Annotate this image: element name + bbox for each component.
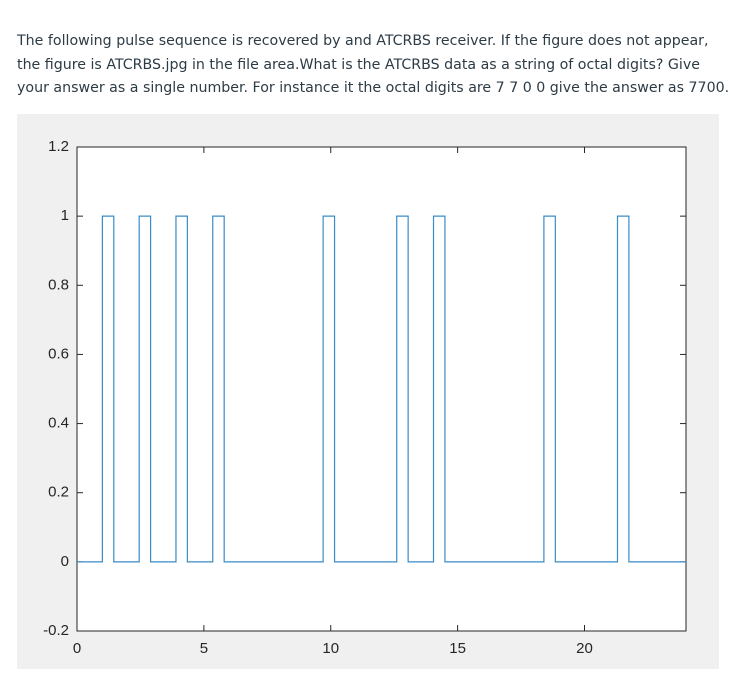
y-tick-label: -0.2 bbox=[43, 622, 69, 639]
y-tick-label: 0.4 bbox=[48, 415, 69, 432]
question-line: your answer as a single number. For inst… bbox=[17, 80, 730, 96]
signal-line bbox=[77, 215, 686, 563]
y-tick-label: 0.6 bbox=[48, 345, 69, 362]
axes-box bbox=[76, 146, 687, 632]
question-line: the figure is ATCRBS.jpg in the file are… bbox=[17, 56, 700, 73]
x-tick-label: 15 bbox=[449, 640, 466, 657]
x-tick-label: 0 bbox=[73, 640, 81, 657]
y-tick-label: 0 bbox=[61, 553, 69, 570]
y-tick-label: 0.2 bbox=[48, 484, 69, 501]
y-tick-label: 0.8 bbox=[48, 276, 69, 293]
question: The following pulse sequence is recovere… bbox=[17, 30, 729, 101]
x-tick-label: 5 bbox=[200, 640, 208, 657]
x-tick-label: 10 bbox=[322, 640, 339, 657]
y-tick-label: 1 bbox=[61, 207, 69, 224]
y-tick-label: 1.2 bbox=[48, 138, 69, 155]
question-line: The following pulse sequence is recovere… bbox=[17, 33, 709, 49]
x-tick-label: 20 bbox=[576, 640, 593, 657]
